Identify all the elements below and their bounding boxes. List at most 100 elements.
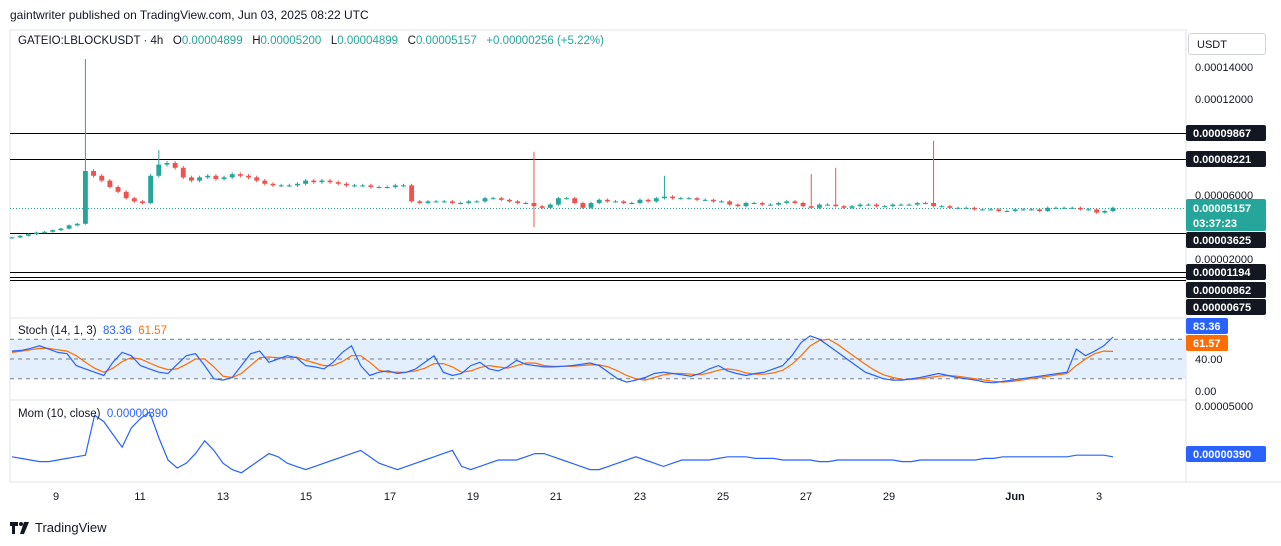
countdown-label: 03:37:23 [1193, 218, 1237, 230]
close-value: 0.00005157 [415, 35, 477, 47]
candle-body [140, 201, 145, 203]
publisher-line: gaintwriter published on TradingView.com… [10, 8, 369, 22]
candle-body [1110, 207, 1116, 211]
candle-body [156, 164, 162, 176]
currency-button[interactable]: USDT [1188, 33, 1266, 55]
candle-body [694, 198, 700, 200]
candle-body [417, 201, 423, 203]
candle-body [890, 204, 896, 207]
time-tick: 25 [717, 491, 729, 503]
mom-tick: 0.00005000 [1195, 401, 1253, 413]
price-levels [10, 133, 1186, 281]
candle-body [1086, 209, 1091, 211]
candle-body [498, 198, 504, 200]
candle-body [82, 171, 88, 224]
candle-body [613, 201, 618, 203]
candle-body [947, 206, 953, 208]
candle-body [980, 209, 985, 211]
candle-body [1102, 211, 1108, 213]
level-badge-label: 0.00000862 [1193, 285, 1251, 297]
candle-body [857, 204, 863, 207]
candle-body [588, 203, 594, 208]
candle-body [849, 206, 855, 208]
candle-body [376, 187, 382, 188]
candle-body [678, 198, 684, 200]
candle-body [751, 203, 757, 204]
candle-body [66, 225, 72, 229]
candle-body [319, 180, 325, 183]
candle-body [825, 204, 831, 206]
candle-body [604, 199, 610, 202]
candle-body [449, 201, 455, 203]
candle-body [474, 201, 480, 203]
candle-body [816, 204, 822, 208]
candle-body [710, 199, 716, 202]
candle-body [246, 175, 251, 178]
stoch-k-badge-label: 83.36 [1193, 321, 1221, 333]
time-tick: 3 [1096, 491, 1102, 503]
time-tick: 29 [883, 491, 895, 503]
candle-body [555, 198, 561, 205]
candle-body [17, 235, 23, 238]
candle-body [1020, 209, 1026, 211]
candle-body [368, 185, 374, 187]
stoch-k-value: 83.36 [103, 325, 132, 337]
price-axis[interactable]: 0.000140000.000120000.000060000.00002000… [1186, 62, 1266, 462]
candle-body [50, 230, 56, 232]
candle-body [833, 204, 839, 207]
candle-body [645, 199, 651, 202]
candle-body [205, 175, 211, 178]
candle-body [213, 175, 219, 179]
candle-body [172, 163, 178, 168]
candle-body [99, 175, 105, 181]
candle-body [523, 203, 529, 204]
candle-body [735, 204, 741, 207]
mom-legend: Mom (10, close) 0.00000390 [18, 408, 168, 420]
time-tick: 17 [384, 491, 396, 503]
stoch-d-value: 61.57 [138, 325, 167, 337]
candle-body [808, 206, 814, 208]
candle-body [392, 185, 398, 187]
candle-body [531, 203, 537, 207]
candle-body [670, 196, 676, 199]
candle-body [629, 203, 635, 204]
mom-name: Mom (10, close) [18, 408, 101, 420]
candle-body [882, 206, 888, 208]
candle-body [743, 203, 749, 207]
candle-body [409, 185, 415, 202]
candle-body [539, 206, 545, 208]
level-badge-label: 0.00008221 [1193, 154, 1251, 166]
candle-body [441, 201, 447, 203]
stoch-k-line [11, 335, 1114, 384]
close-label: C [407, 35, 416, 47]
price-tick: 0.00002000 [1195, 254, 1253, 266]
candle-body [148, 175, 154, 203]
stoch-d-badge-label: 61.57 [1193, 338, 1221, 350]
price-tick: 0.00012000 [1195, 94, 1253, 106]
time-tick: 19 [467, 491, 479, 503]
candle-body [180, 167, 186, 178]
candle-body [229, 174, 235, 178]
time-axis[interactable]: 9 11 13 15 17 19 21 23 25 27 29 Jun 3 [53, 491, 1102, 503]
level-badge-label: 0.00000675 [1193, 302, 1251, 314]
candle-body [621, 201, 627, 203]
candle-body [401, 185, 406, 187]
level-badge [1186, 232, 1266, 248]
stoch-k-badge [1186, 318, 1228, 334]
level-badge [1186, 264, 1266, 280]
candle-body [91, 171, 97, 176]
candle-body [1069, 207, 1075, 209]
time-tick: 27 [800, 491, 812, 503]
symbol-name[interactable]: GATEIO:LBLOCKUSDT · 4h [18, 35, 164, 47]
candle-body [996, 209, 1002, 211]
last-price-badge [1186, 199, 1266, 231]
high-value: 0.00005200 [260, 35, 322, 47]
candle-body [197, 177, 203, 181]
tradingview-logo[interactable]: TradingView [10, 520, 107, 535]
candle-body [221, 177, 227, 179]
candle-body [1037, 209, 1043, 211]
time-tick: 9 [53, 491, 59, 503]
candle-body [352, 185, 357, 187]
candle-body [262, 180, 268, 184]
